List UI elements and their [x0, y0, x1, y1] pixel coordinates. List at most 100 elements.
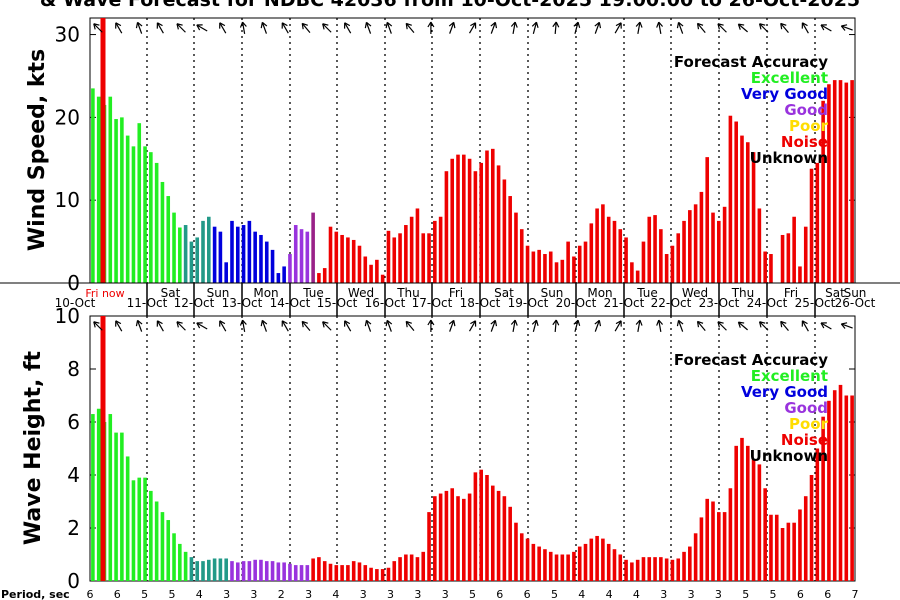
direction-arrow — [281, 22, 289, 34]
data-bar — [386, 567, 391, 581]
direction-arrow — [115, 22, 123, 34]
data-bar — [270, 561, 275, 582]
day-name: Wed — [682, 286, 708, 300]
data-bar — [740, 135, 744, 283]
direction-arrow — [468, 22, 477, 34]
data-bar — [502, 496, 507, 581]
data-bar — [462, 154, 466, 283]
data-bar — [722, 512, 727, 581]
data-bar — [682, 220, 686, 283]
direction-arrow — [510, 319, 518, 333]
period-value: 3 — [688, 588, 695, 600]
data-bar — [328, 226, 333, 283]
data-bar — [131, 480, 136, 581]
day-name: Sun — [541, 286, 564, 300]
data-bar — [688, 546, 692, 581]
y-tick-label: 2 — [67, 516, 80, 540]
data-bar — [734, 445, 738, 581]
data-bar — [108, 414, 113, 581]
data-bar — [276, 562, 281, 581]
data-bar — [346, 565, 350, 581]
legend-title: Forecast Accuracy — [674, 53, 828, 71]
data-bar — [601, 538, 605, 581]
legend-entry: Very Good — [741, 383, 828, 401]
data-bar — [543, 254, 547, 283]
period-value: 6 — [524, 588, 531, 600]
data-bar — [351, 239, 356, 283]
legend-entry: Noise — [781, 431, 828, 449]
data-bar — [641, 241, 646, 283]
data-bar — [369, 264, 373, 283]
data-bar — [183, 225, 188, 283]
direction-arrow — [344, 320, 352, 332]
direction-arrow — [635, 21, 643, 35]
legend-entry: Excellent — [751, 69, 828, 87]
data-bar — [311, 212, 315, 283]
direction-arrow — [780, 320, 789, 331]
data-bar — [682, 551, 686, 581]
day-name: Sat — [825, 286, 845, 300]
direction-arrow — [531, 21, 539, 34]
data-bar — [264, 561, 269, 582]
direction-arrow — [594, 319, 602, 332]
data-bar — [479, 162, 483, 283]
direction-arrow — [801, 320, 809, 332]
data-bar — [143, 146, 147, 283]
data-bar — [340, 234, 344, 283]
data-bar — [120, 432, 124, 581]
data-bar — [589, 538, 594, 581]
period-value: 7 — [852, 588, 859, 600]
data-bar — [606, 216, 611, 283]
y-tick-label: 0 — [67, 569, 80, 593]
data-bar — [230, 220, 234, 283]
data-bar — [780, 528, 785, 581]
chart-title: & Wave Forecast for NDBC 42036 from 10-O… — [40, 0, 860, 11]
data-bar — [850, 80, 854, 283]
data-bar — [427, 512, 431, 581]
data-bar — [137, 477, 142, 581]
data-bar — [635, 559, 640, 581]
data-bar — [774, 514, 779, 581]
direction-arrow — [405, 320, 415, 331]
direction-arrow — [344, 22, 352, 34]
data-bar — [415, 208, 420, 283]
direction-arrow — [260, 319, 268, 332]
data-bar — [612, 220, 617, 283]
data-bar — [218, 231, 223, 283]
direction-arrow — [737, 321, 748, 331]
data-bar — [850, 395, 854, 581]
data-bar — [433, 496, 437, 581]
wave-plot-frame — [89, 315, 856, 582]
data-bar — [798, 509, 802, 581]
data-bar — [693, 533, 698, 581]
data-bar — [438, 493, 443, 581]
direction-arrow — [820, 24, 832, 32]
period-value: 2 — [278, 588, 285, 600]
direction-arrow — [364, 319, 372, 332]
period-values: 6 6 5 5 4 3 3 2 3 4 3 3 3 3 5 6 6 5 4 4 4 3 3 3 5 5 6 6 7 — [87, 588, 859, 600]
legend-entry: Excellent — [751, 367, 828, 385]
now-label: Fri now — [85, 287, 124, 300]
data-bar — [218, 558, 223, 581]
direction-arrow — [301, 22, 311, 33]
direction-arrow — [115, 320, 123, 332]
period-value: 4 — [578, 588, 585, 600]
direction-arrow — [385, 21, 393, 34]
data-bar — [844, 395, 849, 581]
data-bar — [630, 562, 634, 581]
data-bar — [91, 88, 95, 283]
data-bar — [357, 562, 362, 581]
direction-arrow — [219, 320, 227, 332]
period-value: 4 — [332, 588, 339, 600]
direction-arrow — [594, 21, 602, 34]
period-value: 5 — [551, 588, 558, 600]
period-value: 3 — [442, 588, 449, 600]
direction-arrow — [676, 21, 684, 34]
period-value: 5 — [770, 588, 777, 600]
data-bar — [809, 168, 814, 283]
wind-direction-arrows — [93, 21, 853, 35]
direction-arrow — [820, 322, 832, 330]
direction-arrow — [717, 23, 727, 33]
data-bar — [375, 569, 379, 581]
data-bar — [322, 268, 327, 283]
